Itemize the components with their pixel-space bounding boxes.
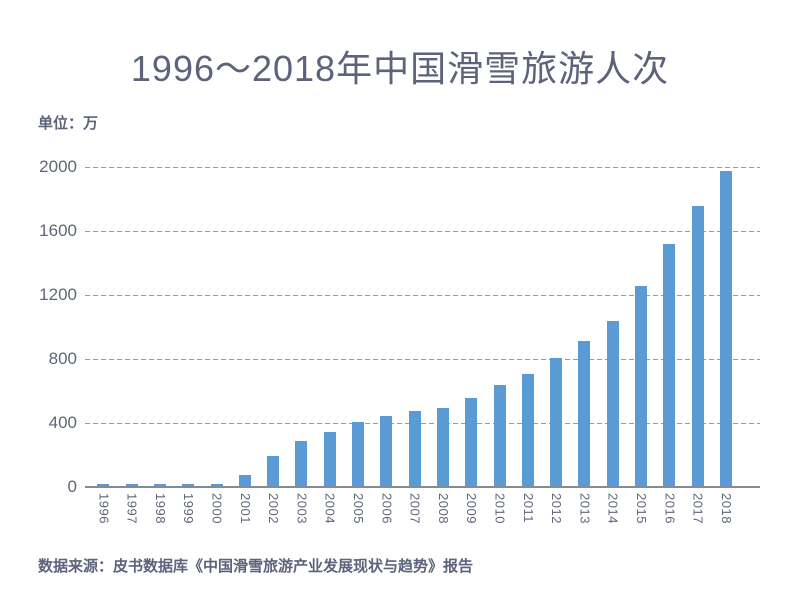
y-axis-tick-label: 2000 [39, 157, 77, 176]
bar-2006 [380, 416, 393, 486]
x-axis-tick-label: 2015 [634, 493, 649, 524]
gridline-1200 [85, 295, 760, 296]
gridline-1600 [85, 231, 760, 232]
chart-title: 1996～2018年中国滑雪旅游人次 [130, 48, 670, 89]
bar-1996 [97, 483, 110, 486]
x-axis-tick-label: 2013 [577, 493, 593, 524]
bar-2016 [663, 244, 676, 486]
bar-2005 [352, 422, 364, 486]
x-axis-tick-label: 1999 [181, 493, 197, 524]
bar-1999 [182, 483, 195, 486]
bar-2008 [436, 407, 449, 486]
x-axis-tick-label: 1998 [152, 493, 168, 524]
gridline-800 [85, 359, 760, 360]
x-axis-tick-label: 2009 [464, 493, 480, 524]
bar-2011 [521, 374, 534, 486]
x-axis-line [85, 486, 760, 488]
bar-2018 [719, 170, 732, 486]
x-axis-tick-label: 2016 [662, 493, 678, 524]
x-axis-tick-label: 2012 [549, 493, 565, 524]
bar-2012 [550, 358, 563, 486]
x-axis-tick-label: 2010 [492, 493, 508, 524]
unit-label: 单位：万 [38, 115, 99, 132]
x-axis-tick-label: 2007 [407, 493, 423, 524]
bar-2004 [323, 431, 336, 486]
bar-2010 [493, 385, 506, 486]
x-axis-tick-label: 2003 [294, 493, 310, 524]
bar-2003 [295, 441, 308, 486]
bar-2002 [267, 456, 280, 486]
gridline-2000 [85, 167, 760, 168]
bar-2000 [210, 483, 223, 486]
y-axis-tick-label: 800 [48, 349, 77, 368]
x-axis-tick-label: 2008 [435, 493, 451, 524]
x-axis-tick-label: 1997 [124, 493, 140, 524]
bar-1998 [153, 483, 166, 486]
x-axis-tick-label: 2011 [520, 493, 536, 523]
x-axis-tick-label: 1996 [96, 493, 112, 524]
bar-2015 [635, 286, 647, 486]
x-axis-tick-label: 2004 [322, 493, 338, 524]
bar-2014 [606, 321, 619, 486]
bar-1997 [125, 483, 138, 486]
bar-2001 [238, 474, 251, 486]
x-axis-tick-label: 2017 [690, 493, 706, 524]
x-axis-tick-label: 2000 [209, 493, 225, 524]
bar-2013 [578, 341, 591, 486]
x-axis-tick-label: 2002 [266, 493, 282, 524]
y-axis-tick-label: 0 [67, 477, 77, 496]
x-axis-tick-label: 2018 [718, 493, 734, 524]
y-axis-tick-label: 1200 [39, 285, 77, 304]
plot-area [85, 167, 760, 488]
bar-2009 [465, 398, 478, 486]
gridline-400 [85, 423, 760, 424]
source-note: 数据来源：皮书数据库《中国滑雪旅游产业发展现状与趋势》报告 [38, 558, 474, 575]
x-axis-tick-label: 2005 [351, 493, 366, 524]
x-axis-tick-label: 2001 [237, 493, 253, 524]
y-axis-tick-label: 400 [48, 413, 77, 432]
x-axis-tick-label: 2014 [605, 493, 621, 524]
bar-2017 [691, 206, 704, 486]
x-axis-tick-label: 2006 [379, 493, 395, 524]
y-axis-tick-label: 1600 [39, 221, 77, 240]
bar-2007 [408, 410, 421, 486]
